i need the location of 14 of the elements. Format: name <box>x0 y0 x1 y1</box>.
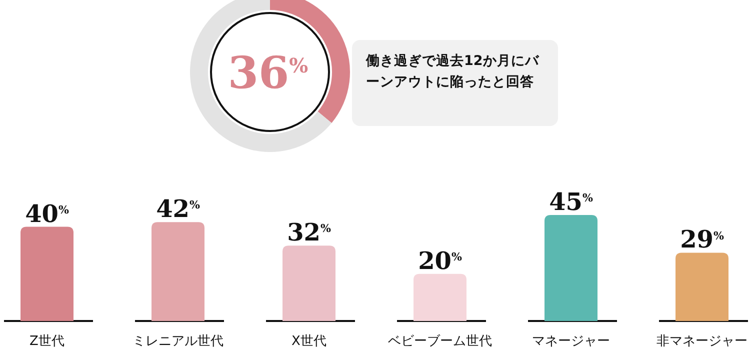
data-label: 40$^{%}$ <box>25 198 70 228</box>
x-tick-label: ミレニアル世代 <box>132 334 224 349</box>
data-label: 42$^{%}$ <box>156 194 200 224</box>
x-tick-label: 非マネージャー <box>656 334 748 349</box>
data-label: 32$^{%}$ <box>287 218 332 247</box>
text: 36$^{%}$ <box>228 48 308 99</box>
x-tick-label: マネージャー <box>532 334 610 349</box>
x-tick-label: ベビーブーム世代 <box>388 334 492 349</box>
data-label: 20$^{%}$ <box>418 246 462 275</box>
text: 働き過ぎで過去12か月にバーンアウトに陥ったと回答 <box>365 53 540 90</box>
x-tick-label: X世代 <box>292 334 326 349</box>
x-tick-label: Z世代 <box>30 334 64 349</box>
data-label: 45$^{%}$ <box>549 187 594 216</box>
data-label: 29$^{%}$ <box>680 224 724 254</box>
